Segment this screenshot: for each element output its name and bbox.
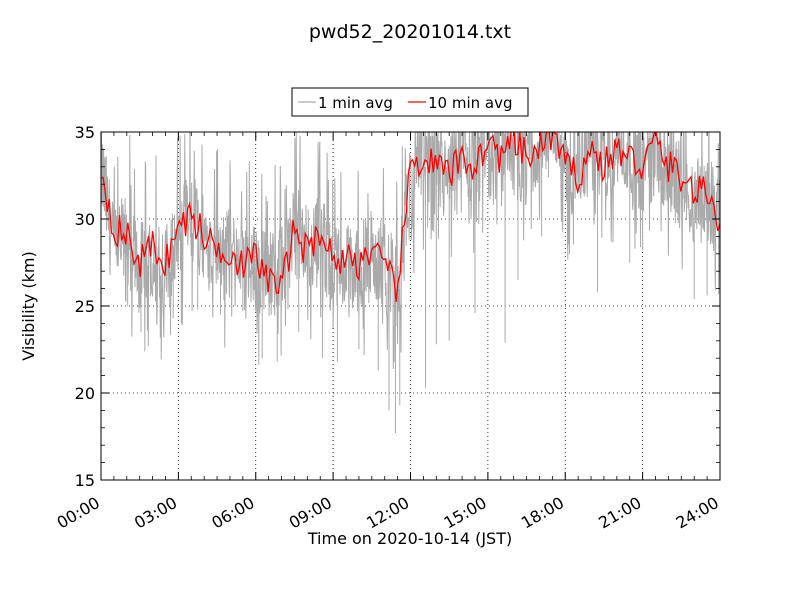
y-tick-label: 20 (75, 384, 95, 403)
series-layer (101, 132, 720, 434)
y-axis-label: Visibility (km) (19, 251, 38, 360)
legend-label-10min: 10 min avg (428, 94, 513, 112)
series-line-1min-avg (101, 132, 720, 370)
chart-title: pwd52_20201014.txt (309, 21, 511, 43)
y-tick-label: 35 (75, 123, 95, 142)
y-tick-label: 15 (75, 471, 95, 490)
legend: 1 min avg 10 min avg (291, 87, 529, 117)
y-tick-label: 25 (75, 297, 95, 316)
y-tick-label: 30 (75, 210, 95, 229)
legend-label-1min: 1 min avg (318, 94, 393, 112)
series-line-10min-avg (101, 132, 720, 302)
x-axis-label: Time on 2020-10-14 (JST) (307, 529, 512, 548)
